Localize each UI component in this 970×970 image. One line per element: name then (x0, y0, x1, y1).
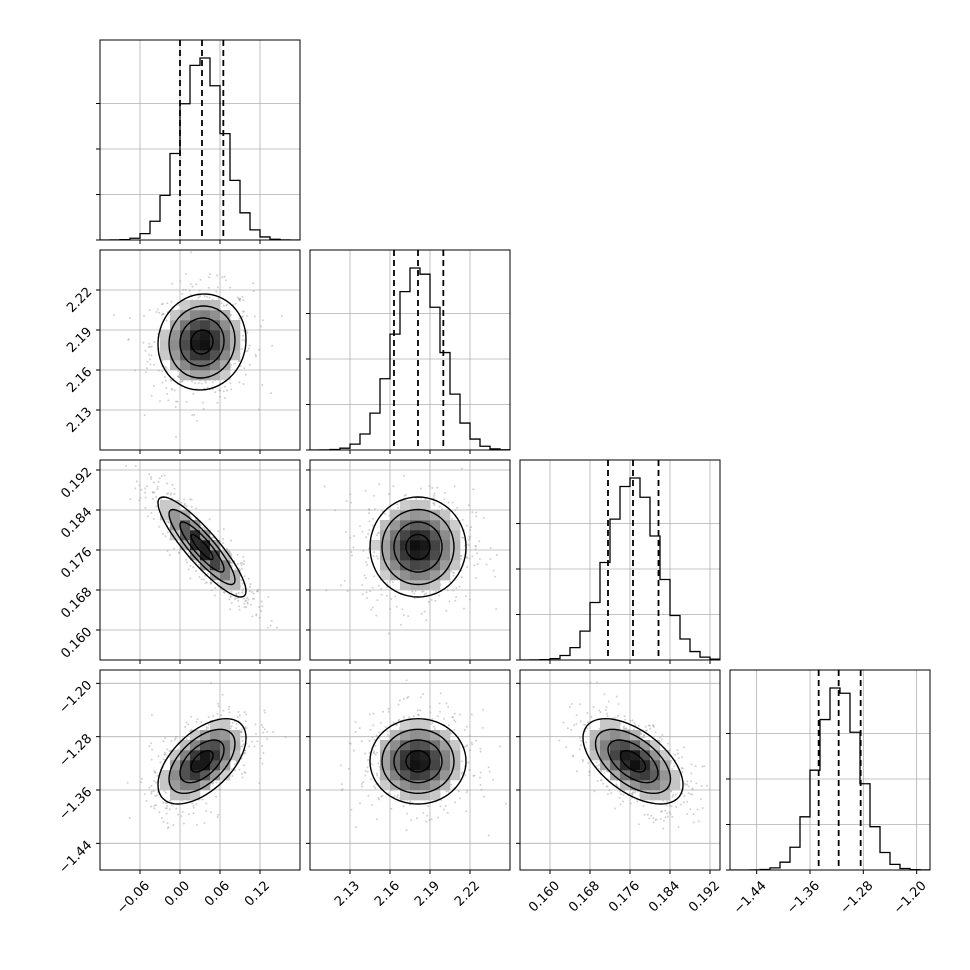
x-tick-label: 2.13 (332, 878, 363, 909)
scatter-panel-1-0 (96, 249, 301, 454)
y-tick-label: 2.13 (64, 405, 95, 436)
panel-frame (99, 249, 301, 451)
y-tick-label: 0.192 (58, 465, 95, 502)
contour-3 (157, 717, 247, 805)
contour-1 (393, 521, 443, 573)
x-tick-label: −1.28 (838, 878, 877, 917)
histogram-panel-3 (726, 669, 931, 874)
x-tick-label: −1.20 (891, 878, 930, 917)
x-tick-label: 0.160 (526, 878, 563, 915)
contour-0 (190, 750, 214, 773)
histogram-panel-0 (96, 39, 301, 244)
contour-0 (405, 533, 431, 561)
scatter-panel-3-0 (96, 669, 301, 874)
panel-frame (519, 459, 721, 661)
contour-2 (381, 508, 455, 586)
contour-2 (168, 728, 236, 795)
histogram-step-1 (310, 267, 510, 450)
contour-3 (157, 293, 247, 391)
histogram-panel-1 (306, 249, 511, 454)
contour-2 (594, 728, 672, 795)
density-histogram (370, 500, 461, 591)
density-histogram (160, 720, 241, 801)
contour-3 (369, 496, 467, 598)
density-histogram (160, 300, 241, 381)
contour-3 (369, 717, 467, 805)
x-tick-label: 0.184 (646, 878, 683, 915)
x-tick-label: 0.12 (242, 878, 273, 909)
x-tick-label: 2.19 (412, 878, 443, 909)
y-tick-label: 2.16 (64, 365, 95, 396)
x-tick-label: −1.36 (784, 878, 823, 917)
y-tick-label: 2.19 (64, 325, 95, 356)
contour-0 (190, 533, 214, 561)
y-tick-label: 0.168 (58, 585, 95, 622)
histogram-step-2 (520, 477, 720, 660)
x-tick-label: 0.168 (566, 878, 603, 915)
histogram-step-0 (100, 57, 300, 240)
x-tick-label: −1.44 (731, 878, 770, 917)
x-tick-label: 0.192 (686, 878, 723, 915)
contour-0 (190, 329, 214, 355)
contour-1 (607, 739, 659, 784)
panel-frame (99, 459, 301, 661)
panel-frame (99, 39, 301, 241)
panel-frame (519, 669, 721, 871)
x-tick-label: 2.22 (452, 878, 483, 909)
scatter-panel-3-1 (306, 669, 511, 874)
x-tick-label: 0.176 (606, 878, 643, 915)
contour-1 (179, 521, 225, 573)
x-tick-label: −0.06 (114, 878, 153, 917)
contour-2 (381, 728, 455, 795)
scatter-panel-2-0 (96, 459, 301, 664)
contour-0 (619, 750, 647, 773)
y-tick-label: 0.184 (58, 505, 95, 542)
panel-frame (99, 669, 301, 871)
x-tick-label: 2.16 (372, 878, 403, 909)
x-tick-label: 0.00 (162, 878, 193, 909)
scatter-panel-3-2 (516, 669, 721, 874)
x-tick-label: 0.06 (202, 878, 233, 909)
contour-1 (179, 317, 225, 367)
contour-0 (405, 750, 431, 773)
y-tick-label: 0.176 (58, 545, 95, 582)
contour-3 (157, 496, 247, 598)
y-tick-label: −1.28 (57, 731, 96, 770)
scatter-panel-2-1 (306, 459, 511, 664)
histogram-panel-2 (516, 459, 721, 664)
y-tick-label: 0.160 (58, 625, 95, 662)
y-tick-label: −1.36 (57, 785, 96, 824)
panel-frame (309, 249, 511, 451)
contour-3 (582, 717, 684, 805)
contour-1 (393, 739, 443, 784)
panel-frame (309, 669, 511, 871)
contour-2 (168, 508, 236, 586)
density-histogram (380, 720, 461, 801)
contour-1 (179, 739, 225, 784)
y-tick-label: 2.22 (64, 285, 95, 316)
y-tick-label: −1.20 (57, 678, 96, 717)
panel-frame (309, 459, 511, 661)
panel-frame (729, 669, 931, 871)
contour-2 (168, 305, 236, 379)
y-tick-label: −1.44 (57, 838, 96, 877)
